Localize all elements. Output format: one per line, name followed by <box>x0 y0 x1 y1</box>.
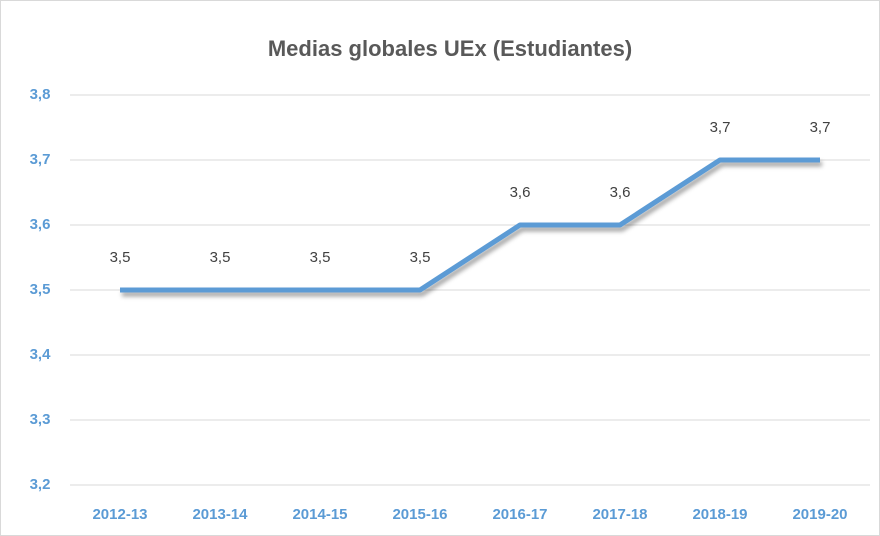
x-tick-label: 2019-20 <box>792 506 847 523</box>
x-tick-label: 2018-19 <box>692 506 747 523</box>
x-tick-label: 2012-13 <box>92 506 147 523</box>
data-label: 3,5 <box>310 249 331 266</box>
y-tick-label: 3,4 <box>30 346 52 363</box>
data-label: 3,5 <box>210 249 231 266</box>
data-label: 3,7 <box>810 119 831 136</box>
x-tick-label: 2015-16 <box>392 506 447 523</box>
x-tick-label: 2013-14 <box>192 506 248 523</box>
x-tick-label: 2014-15 <box>292 506 347 523</box>
y-tick-label: 3,7 <box>30 151 51 168</box>
data-label: 3,7 <box>710 119 731 136</box>
y-tick-label: 3,6 <box>30 216 51 233</box>
line <box>120 157 820 293</box>
y-tick-label: 3,8 <box>30 86 51 103</box>
y-tick-label: 3,2 <box>30 476 51 493</box>
data-label: 3,5 <box>410 249 431 266</box>
y-tick-label: 3,3 <box>30 411 51 428</box>
x-tick-label: 2016-17 <box>492 506 547 523</box>
data-label: 3,6 <box>610 184 631 201</box>
y-tick-label: 3,5 <box>30 281 51 298</box>
data-label: 3,6 <box>510 184 531 201</box>
chart-title: Medias globales UEx (Estudiantes) <box>268 36 632 61</box>
x-tick-label: 2017-18 <box>592 506 647 523</box>
data-label: 3,5 <box>110 249 131 266</box>
